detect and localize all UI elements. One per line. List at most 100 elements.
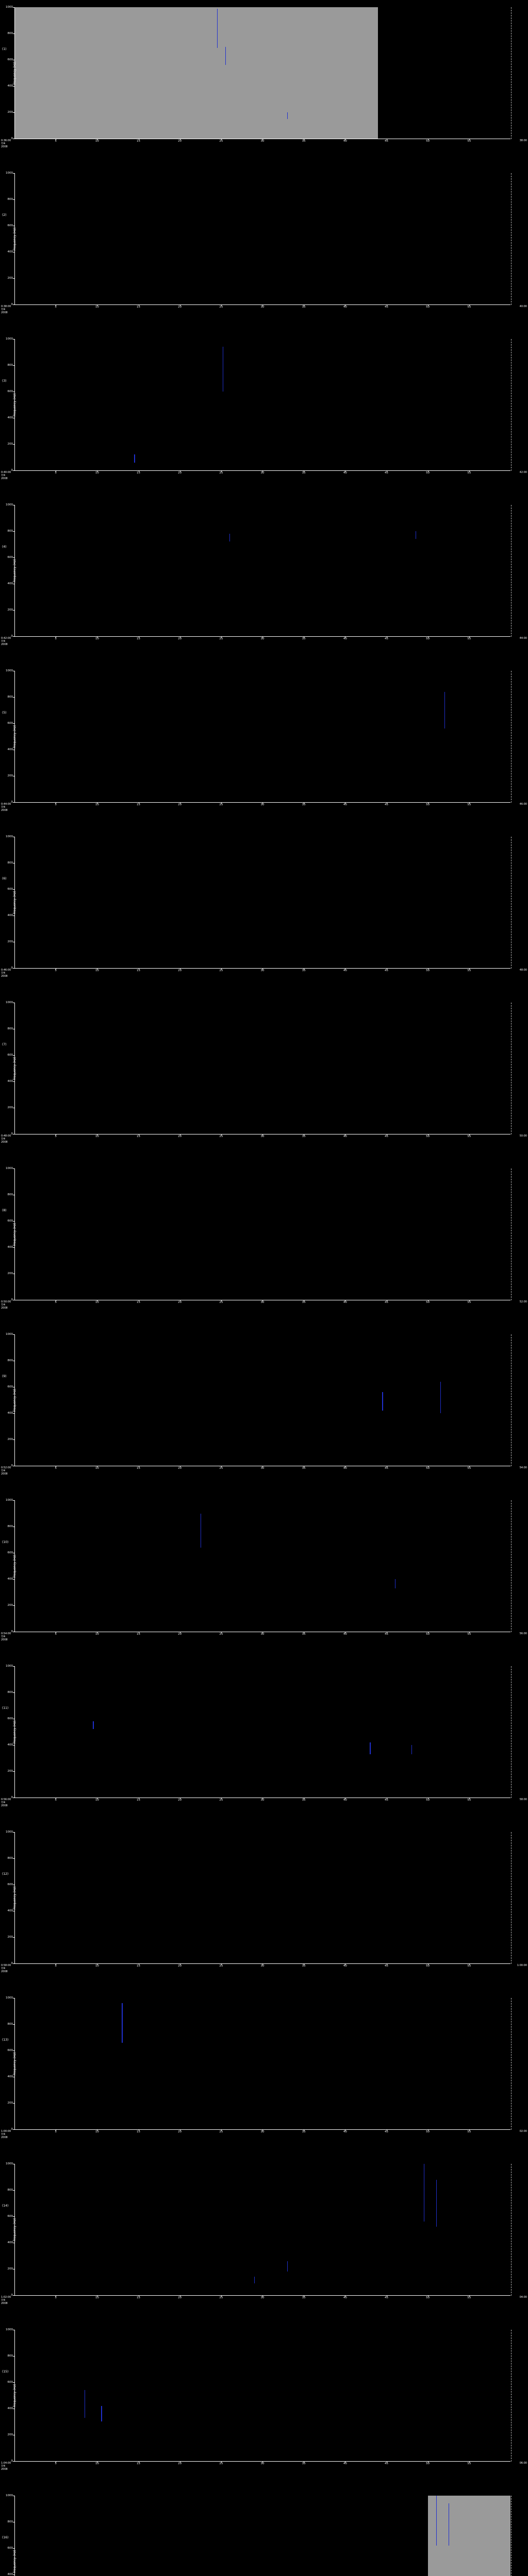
x-axis-tick-label: 30 [260, 1799, 265, 1802]
spectrogram-panel[interactable]: (8)Frequency (Hz)02004006008001000510152… [0, 1161, 528, 1327]
y-axis-tick-label: 600 [7, 224, 13, 227]
x-axis-tick-label: 35 [302, 1964, 306, 1968]
x-axis-tick-label: 35 [302, 2296, 306, 2299]
spectrogram-panel[interactable]: (7)Frequency (Hz)02004006008001000510152… [0, 995, 528, 1161]
spectrogram-panel[interactable]: (14)Frequency (Hz)0200400600800100051015… [0, 2157, 528, 2323]
y-axis-tick-mark [13, 112, 14, 113]
plot-canvas[interactable] [14, 1500, 510, 1632]
x-axis-tick-label: 50 [426, 1467, 430, 1470]
spectrogram-panel[interactable]: (9)Frequency (Hz)02004006008001000510152… [0, 1327, 528, 1493]
end-time-label: 58:00 [519, 1798, 527, 1801]
spectrogram-panel[interactable]: (15)Frequency (Hz)0200400600800100051015… [0, 2323, 528, 2488]
x-axis-tick-mark [469, 1134, 470, 1136]
y-axis-line [14, 173, 15, 305]
end-time-label: 44:00 [519, 637, 527, 640]
plot-canvas[interactable] [14, 173, 510, 304]
plot-canvas[interactable] [14, 1168, 510, 1300]
x-axis-tick-label: 5 [55, 1799, 57, 1802]
plot-canvas[interactable] [14, 339, 510, 470]
plot-canvas[interactable] [14, 671, 510, 802]
start-time-label: 0:56:00 7/4 2008 [1, 1798, 11, 1807]
panel-index-label: (12) [2, 1872, 9, 1876]
plot-canvas[interactable] [14, 505, 510, 636]
y-axis-tick-mark [13, 697, 14, 698]
spectrogram-panel[interactable]: (1)Frequency (Hz)02004006008001000510152… [0, 0, 528, 166]
plot-canvas[interactable] [14, 1832, 510, 1963]
x-axis-tick-label: 50 [426, 140, 430, 143]
selection-box[interactable] [14, 7, 378, 139]
x-axis-tick-label: 55 [467, 1467, 471, 1470]
selection-box[interactable] [427, 2496, 510, 2576]
x-axis-tick-label: 25 [219, 637, 223, 640]
plot-canvas[interactable] [14, 7, 510, 139]
x-axis-tick-mark [262, 1300, 263, 1301]
x-axis-tick-label: 30 [260, 2296, 265, 2299]
spectrogram-panel[interactable]: (16)Frequency (Hz)0200400600800100051015… [0, 2488, 528, 2576]
x-axis-tick-mark [221, 139, 222, 140]
plot-canvas[interactable] [14, 837, 510, 968]
x-axis-tick-mark [469, 2295, 470, 2297]
y-axis-tick-label: 1000 [6, 1333, 13, 1336]
y-axis-tick-mark [13, 1247, 14, 1248]
spectrogram-panel[interactable]: (10)Frequency (Hz)0200400600800100051015… [0, 1493, 528, 1659]
y-axis-tick-label: 800 [7, 1857, 13, 1860]
detection-trace [254, 2277, 255, 2284]
y-axis-tick-mark [13, 2050, 14, 2051]
y-axis-tick-label: 800 [7, 198, 13, 201]
start-time-label: 0:46:00 7/4 2008 [1, 969, 11, 978]
x-axis-tick-mark [221, 470, 222, 472]
plot-canvas[interactable] [14, 2496, 510, 2576]
spectrogram-panel[interactable]: (3)Frequency (Hz)02004006008001000510152… [0, 332, 528, 498]
y-axis-tick-mark [13, 2461, 14, 2462]
x-axis-tick-mark [262, 139, 263, 140]
plot-canvas[interactable] [14, 1666, 510, 1798]
x-axis-tick-mark [262, 1134, 263, 1136]
x-axis-tick-label: 55 [467, 2462, 471, 2465]
spectrogram-panel[interactable]: (4)Frequency (Hz)02004006008001000510152… [0, 498, 528, 664]
detection-trace [229, 534, 230, 542]
x-axis-tick-label: 5 [55, 1467, 57, 1470]
y-axis-tick-mark [13, 1500, 14, 1501]
x-axis-tick-label: 45 [385, 2462, 388, 2465]
panel-index-label: (2) [2, 213, 7, 217]
x-axis-tick-mark [221, 1963, 222, 1965]
spectrogram-panel[interactable]: (13)Frequency (Hz)0200400600800100051015… [0, 1991, 528, 2157]
plot-canvas[interactable] [14, 2330, 510, 2461]
y-axis-line [14, 505, 15, 637]
spectrogram-panel[interactable]: (2)Frequency (Hz)02004006008001000510152… [0, 166, 528, 332]
x-axis-tick-label: 45 [385, 803, 388, 806]
plot-canvas[interactable] [14, 1998, 510, 2129]
spectrogram-panel[interactable]: (12)Frequency (Hz)0200400600800100051015… [0, 1825, 528, 1991]
plot-canvas[interactable] [14, 2164, 510, 2295]
y-axis-tick-label: 800 [7, 1193, 13, 1196]
spectrogram-panel[interactable]: (5)Frequency (Hz)02004006008001000510152… [0, 664, 528, 829]
spectrogram-panel[interactable]: (6)Frequency (Hz)02004006008001000510152… [0, 829, 528, 995]
y-axis-tick-mark [13, 2190, 14, 2191]
x-axis-tick-label: 25 [219, 140, 223, 143]
panel-index-label: (13) [2, 2038, 9, 2042]
spectrogram-panel[interactable]: (11)Frequency (Hz)0200400600800100051015… [0, 1659, 528, 1825]
end-time-label: 54:00 [519, 1466, 527, 1469]
plot-canvas[interactable] [14, 1334, 510, 1466]
x-axis-tick-label: 20 [178, 1135, 182, 1138]
end-time-label: 50:00 [519, 1134, 527, 1138]
plot-canvas[interactable] [14, 1003, 510, 1134]
y-axis-tick-label: 800 [7, 1027, 13, 1030]
x-axis-tick-label: 30 [260, 1135, 265, 1138]
